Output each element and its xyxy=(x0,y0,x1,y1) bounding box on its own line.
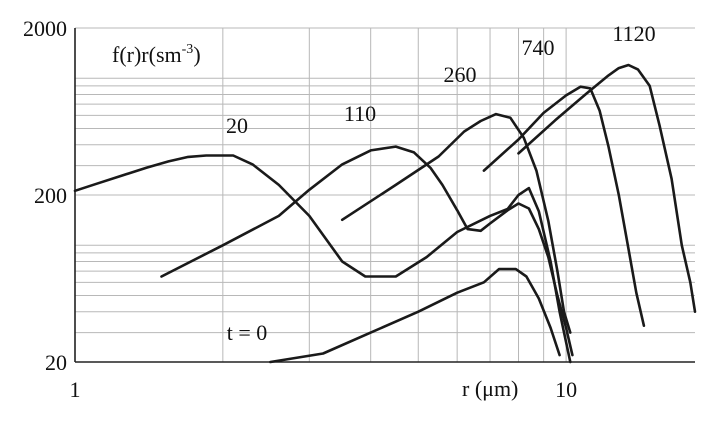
series-label: 260 xyxy=(444,62,477,87)
y-axis-title-main: f(r)r(sm xyxy=(112,42,182,67)
data-series xyxy=(73,63,697,364)
axes xyxy=(74,28,695,363)
y-tick-label: 200 xyxy=(34,183,67,208)
series-label: 740 xyxy=(522,35,555,60)
gridlines xyxy=(74,27,695,363)
series-line xyxy=(73,154,572,364)
series-label: t = 0 xyxy=(227,320,268,345)
y-tick-label: 20 xyxy=(45,350,67,375)
series-line xyxy=(517,63,697,313)
x-tick-label: 10 xyxy=(555,377,577,402)
series-line xyxy=(340,112,572,334)
series-labels: t = 0 20 110 260 740 1120 xyxy=(226,21,656,345)
series-label: 20 xyxy=(226,113,248,138)
y-axis-title-superscript: -3 xyxy=(182,42,194,57)
x-axis-title: r (μm) xyxy=(462,376,518,401)
y-axis-title-close: ) xyxy=(193,42,200,67)
series-line xyxy=(482,85,646,327)
y-tick-label: 2000 xyxy=(23,16,67,41)
series-label: 110 xyxy=(344,101,376,126)
x-tick-label: 1 xyxy=(70,377,81,402)
series-line xyxy=(269,267,561,364)
series-line xyxy=(160,145,574,357)
series-label: 1120 xyxy=(612,21,655,46)
y-axis-title: f(r)r(sm-3) xyxy=(112,42,201,67)
